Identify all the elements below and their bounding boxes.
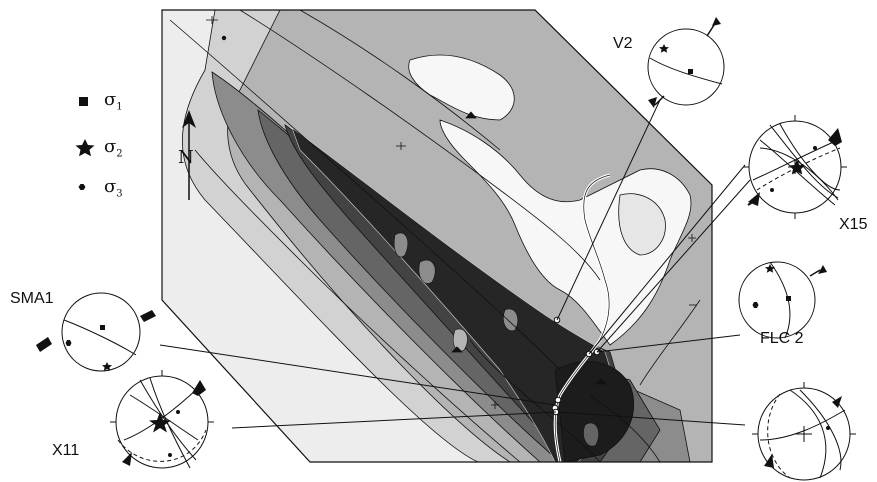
sigma3-hexagon-icon — [78, 184, 86, 190]
north-label: N — [178, 147, 194, 168]
map-band-7 — [291, 127, 621, 462]
sigma2-star-icon — [75, 139, 95, 157]
stereonet-sma1 — [36, 292, 156, 372]
stereonet-x11 — [110, 370, 214, 469]
sigma1-square-icon — [79, 97, 88, 106]
legend-sigma2-label: σ2 — [104, 136, 123, 160]
map-pale-lobe-3 — [618, 193, 666, 256]
stereonet-label-sma1: SMA1 — [10, 290, 54, 307]
stereonet-unlabeled — [752, 382, 856, 481]
legend-sigma3-label: σ3 — [104, 176, 123, 200]
stereonet-label-v2: V2 — [613, 35, 633, 52]
stereonet-flc2 — [738, 261, 827, 339]
map-pale-lobe-2 — [439, 119, 692, 346]
stereonet-label-x15: X15 — [839, 216, 868, 233]
legend-symbols — [75, 97, 95, 190]
stereonet-x15 — [743, 115, 847, 219]
contour-map — [162, 10, 712, 462]
stereonet-v2 — [647, 17, 725, 108]
stereonet-label-flc2: FLC 2 — [760, 330, 804, 347]
stereonet-label-x11: X11 — [52, 442, 80, 459]
north-arrow — [182, 110, 196, 200]
site-marker — [554, 396, 562, 404]
connector-lines — [159, 99, 751, 429]
legend-sigma1-label: σ1 — [104, 89, 123, 113]
